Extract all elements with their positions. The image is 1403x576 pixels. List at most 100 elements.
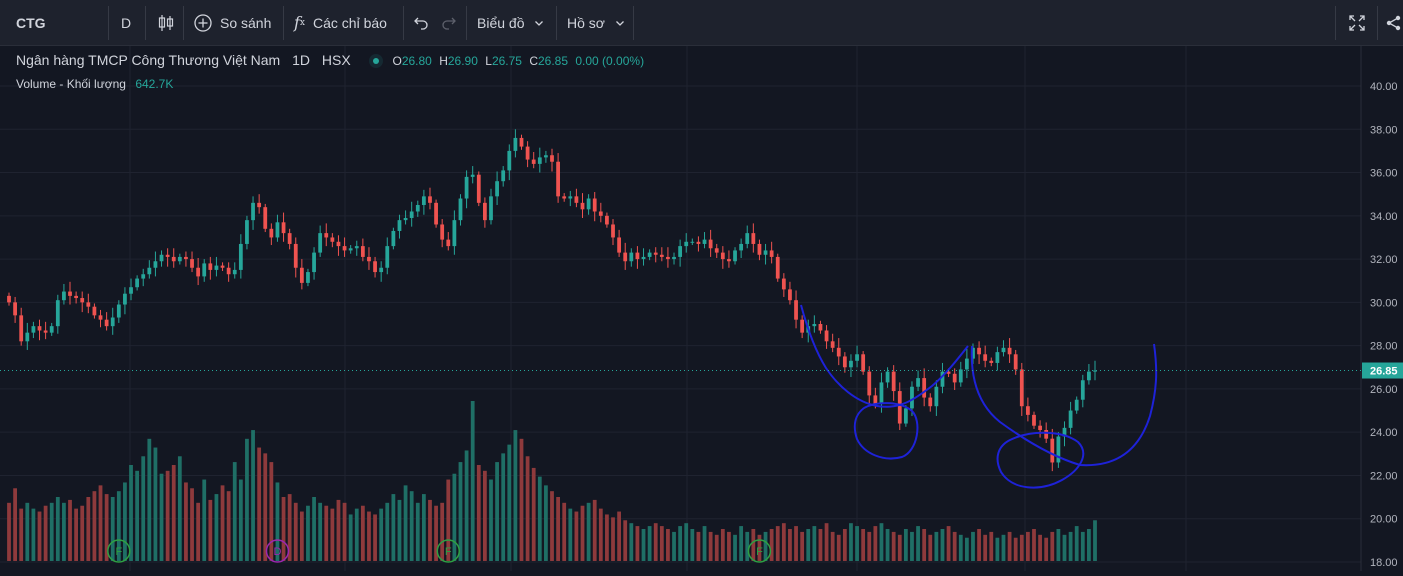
candle-body xyxy=(208,263,213,270)
candle-body xyxy=(440,224,445,240)
candle-body xyxy=(129,287,133,294)
candle-body xyxy=(592,198,597,212)
candle-body xyxy=(763,250,768,255)
candle-body xyxy=(159,254,164,262)
templates-dropdown[interactable]: Hồ sơ xyxy=(567,0,625,45)
volume-bar xyxy=(714,534,719,561)
last-price-badge xyxy=(1362,362,1403,379)
compare-button[interactable]: So sánh xyxy=(193,0,271,45)
volume-bar xyxy=(867,531,872,561)
price-tick-label: 34.00 xyxy=(1370,211,1398,223)
symbol-search-button[interactable]: CTG xyxy=(16,14,46,31)
candle-body xyxy=(867,371,872,396)
volume-bar xyxy=(299,511,304,561)
chart-area[interactable]: F D F F 40.00 38.00 36.00 34.00 32.00 30.00 28.00… xyxy=(0,46,1403,571)
chart-type-dropdown[interactable]: Biểu đồ xyxy=(477,0,544,45)
candle-body xyxy=(110,317,115,327)
candle-body xyxy=(293,243,298,268)
candle-body xyxy=(306,272,310,283)
candle-body xyxy=(214,265,219,270)
candle-body xyxy=(885,371,890,383)
candle-body xyxy=(879,382,884,405)
volume-bar xyxy=(849,523,853,561)
volume-bar xyxy=(55,497,60,561)
volume-bar xyxy=(757,534,762,561)
share-icon xyxy=(1385,14,1403,32)
volume-bar xyxy=(202,479,207,561)
volume-bar xyxy=(678,526,683,561)
volume-bar xyxy=(464,450,469,561)
price-tick-label: 32.00 xyxy=(1370,254,1398,266)
fullscreen-button[interactable] xyxy=(1348,0,1366,45)
volume-bar xyxy=(336,499,341,561)
candle-body xyxy=(1007,347,1012,355)
toolbar-divider xyxy=(145,6,146,40)
candle-body xyxy=(1025,406,1030,415)
volume-label: Volume - Khối lượng xyxy=(16,77,126,91)
volume-bar xyxy=(727,531,731,561)
candle-body xyxy=(501,170,506,182)
toolbar-divider xyxy=(633,6,634,40)
price-candles xyxy=(7,129,1097,472)
volume-bar xyxy=(916,526,920,561)
candle-body xyxy=(861,354,866,372)
candle-body xyxy=(495,181,499,197)
volume-bar xyxy=(360,505,365,561)
volume-bar xyxy=(1007,531,1012,561)
volume-bar xyxy=(910,531,914,561)
candle-body xyxy=(1013,354,1018,370)
market-status-icon xyxy=(368,54,383,69)
chart-style-button[interactable] xyxy=(156,0,176,45)
volume-bar xyxy=(391,494,396,561)
toolbar-divider xyxy=(183,6,184,40)
candle-body xyxy=(403,217,408,221)
volume-bar xyxy=(293,502,298,561)
volume-bar xyxy=(537,476,542,561)
volume-bar xyxy=(86,497,91,561)
event-marker-label: F xyxy=(115,546,122,558)
candle-body xyxy=(281,222,286,234)
price-tick-label: 30.00 xyxy=(1370,297,1398,309)
volume-bar xyxy=(861,529,866,561)
candle-body xyxy=(184,256,188,260)
volume-bar xyxy=(690,529,695,561)
volume-bar xyxy=(623,520,628,561)
candle-body xyxy=(98,315,103,320)
volume-bar xyxy=(562,502,567,561)
candle-body xyxy=(891,371,896,392)
price-axis: 40.00 38.00 36.00 34.00 32.00 30.00 28.00 26.00… xyxy=(0,46,1403,571)
candle-body xyxy=(531,159,536,164)
volume-bar xyxy=(238,479,243,561)
volume-bar xyxy=(800,531,805,561)
candle-body xyxy=(916,378,920,387)
share-button[interactable] xyxy=(1385,0,1403,45)
candle-body xyxy=(598,211,603,216)
volume-bar xyxy=(495,462,499,561)
price-chart[interactable]: F D F F 40.00 38.00 36.00 34.00 32.00 30.00 28.00… xyxy=(0,46,1403,571)
chart-legend[interactable]: Ngân hàng TMCP Công Thương Việt Nam 1D H… xyxy=(16,52,644,69)
candle-body xyxy=(74,295,79,299)
event-marker-label: F xyxy=(756,546,763,558)
volume-bar xyxy=(482,470,487,561)
redo-button[interactable] xyxy=(440,0,458,45)
volume-legend[interactable]: Volume - Khối lượng 642.7K xyxy=(16,77,173,91)
volume-bar xyxy=(312,497,316,561)
volume-bar xyxy=(788,529,792,561)
candle-body xyxy=(141,274,146,279)
volume-bar xyxy=(952,531,957,561)
candle-body xyxy=(251,202,255,221)
volume-bar xyxy=(781,523,786,561)
legend-interval: 1D xyxy=(292,52,311,68)
candle-body xyxy=(940,371,945,387)
hand-drawn-annotations xyxy=(800,304,1158,489)
volume-bar xyxy=(989,531,994,561)
volume-bar xyxy=(763,531,768,561)
candle-body xyxy=(1080,380,1085,400)
candle-body xyxy=(238,243,243,270)
candle-body xyxy=(659,254,664,257)
undo-button[interactable] xyxy=(412,0,430,45)
candle-body xyxy=(1087,371,1091,381)
interval-button[interactable]: D xyxy=(121,14,132,31)
